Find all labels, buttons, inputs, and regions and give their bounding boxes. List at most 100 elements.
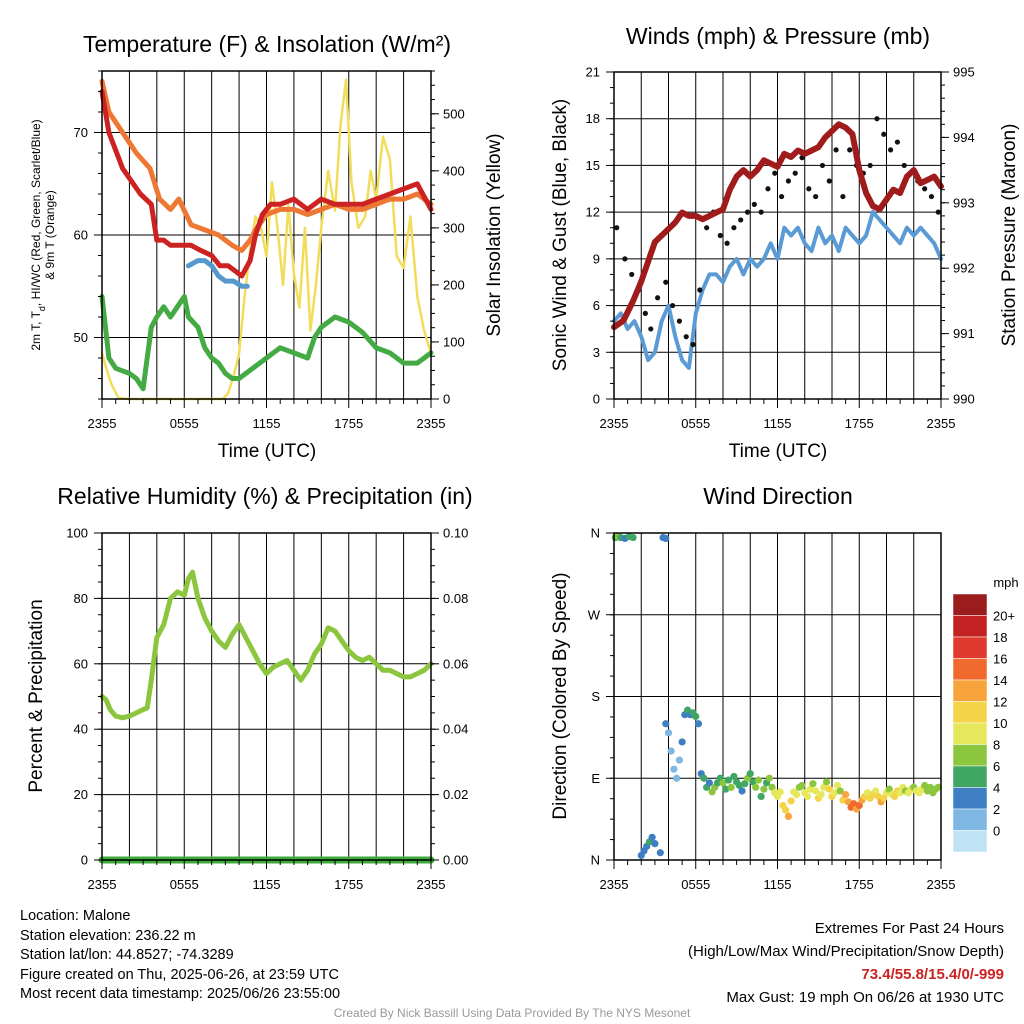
extremes-info: Extremes For Past 24 Hours (High/Low/Max… — [688, 917, 1004, 1009]
rh-grid — [102, 533, 431, 860]
wdir-point — [656, 849, 664, 857]
colorbar-label: 4 — [993, 781, 1000, 796]
winds-gust-point — [778, 193, 785, 200]
wdir-title: Wind Direction — [703, 483, 853, 509]
wdir-point — [934, 783, 942, 791]
winds-xtick-label: 2355 — [927, 416, 956, 431]
wdir-point — [822, 778, 831, 786]
winds-gust-point — [629, 271, 635, 278]
wdir-point — [787, 797, 795, 805]
wdir-point — [629, 533, 637, 542]
winds-gust-point — [928, 193, 935, 200]
wdir-point — [664, 729, 673, 737]
winds-gust-point — [935, 209, 941, 215]
rh-ytick-label: 40 — [74, 722, 88, 737]
colorbar-swatch — [952, 830, 988, 853]
winds-gust-point — [840, 193, 846, 200]
wdir-point — [812, 787, 820, 795]
winds-ylabel-right: Station Pressure (Maroon) — [999, 124, 1020, 347]
temp-right-ytick-label: 400 — [443, 163, 465, 178]
colorbar: 20+ 18 16 14 12 10 8 6 4 2 0 — [952, 593, 1015, 853]
winds-gust-point — [642, 310, 648, 316]
wdir-point — [670, 765, 678, 773]
recent-text: Most recent data timestamp: 2025/06/26 2… — [20, 986, 341, 1002]
rh-ytick-label: 60 — [74, 656, 88, 671]
wdir-point — [792, 791, 801, 799]
credit-text: Created By Nick Bassill Using Data Provi… — [333, 1006, 691, 1020]
wdir-point — [817, 791, 825, 799]
winds-ytick-label: 21 — [586, 65, 600, 80]
winds-xlabel: Time (UTC) — [729, 441, 828, 462]
wdir-point — [776, 788, 784, 796]
winds-gust-point — [833, 147, 839, 153]
winds-gust-point — [724, 240, 730, 246]
wdir-point — [692, 712, 700, 721]
wdir-point — [754, 776, 763, 784]
wdir-point — [678, 738, 686, 746]
winds-right-ytick-label: 993 — [953, 195, 975, 210]
colorbar-swatch — [952, 722, 988, 745]
rh-xtick-label: 0555 — [170, 877, 199, 892]
winds-gust-point — [847, 147, 853, 153]
rh-xtick-label: 1755 — [334, 877, 363, 892]
extremes-title: Extremes For Past 24 Hours — [814, 920, 1004, 937]
colorbar-swatch — [952, 679, 988, 702]
wdir-point — [719, 779, 727, 787]
wdir-point — [694, 720, 703, 728]
winds-gust-point — [690, 341, 696, 348]
winds-gust-point — [887, 147, 894, 153]
wdir-point — [700, 774, 708, 782]
rh-right-ytick-label: 0.02 — [443, 787, 468, 802]
winds-ytick-label: 18 — [586, 111, 600, 126]
winds-xtick-label: 0555 — [681, 416, 710, 431]
winds-gust-point — [813, 193, 819, 200]
extremes-legend: (High/Low/Max Wind/Precipitation/Snow De… — [688, 943, 1004, 960]
wdir-point — [836, 787, 844, 795]
temp-grid — [102, 71, 431, 399]
colorbar-label: 8 — [993, 738, 1000, 753]
wdir-point — [662, 720, 670, 728]
rh-xtick-label: 2355 — [88, 877, 117, 892]
temp-panel: Temperature (F) & Insolation (W/m²) 2355… — [29, 31, 505, 462]
winds-right-ytick-label: 990 — [953, 392, 975, 407]
wdir-series — [611, 533, 942, 860]
winds-right-ytick-label: 991 — [953, 326, 975, 341]
temp-title: Temperature (F) & Insolation (W/m²) — [83, 31, 451, 57]
winds-gust-point — [648, 326, 654, 332]
rh-xtick-label: 2355 — [417, 877, 446, 892]
winds-gust-point — [867, 162, 873, 169]
temp-ticks: 2355 0555 1155 1755 2355 50 60 70 0 100 200 300 400 5… — [74, 70, 465, 431]
wdir-point — [855, 801, 863, 810]
wdir-ytick-label: N — [591, 526, 600, 541]
colorbar-swatch — [952, 701, 988, 724]
wdir-point — [825, 785, 833, 793]
rh-series-humidity — [99, 569, 434, 721]
wdir-point — [809, 780, 817, 788]
wdir-point — [872, 787, 880, 795]
winds-gust-point — [704, 225, 710, 231]
winds-ylabel-left: Sonic Wind & Gust (Blue, Black) — [550, 99, 571, 371]
winds-ticks: 2355 0555 1155 1755 235503691215182199099199… — [586, 65, 975, 432]
winds-gust-point — [744, 209, 751, 215]
wdir-point — [760, 785, 768, 793]
temp-ytick-label: 50 — [74, 330, 88, 345]
temp-xtick-label: 0555 — [170, 416, 199, 431]
wdir-point — [833, 781, 842, 790]
temp-series — [99, 78, 434, 401]
created-text: Figure created on Thu, 2025-06-26, at 23… — [20, 966, 339, 983]
rh-ytick-label: 100 — [66, 526, 88, 541]
wdir-xtick-label: 1155 — [764, 877, 792, 892]
wdir-point — [746, 770, 754, 778]
winds-gust-point — [765, 186, 771, 192]
rh-ytick-label: 80 — [74, 591, 88, 606]
wdir-point — [705, 779, 713, 787]
temp-right-ytick-label: 200 — [443, 277, 465, 292]
wdir-point — [730, 772, 738, 781]
winds-ytick-label: 0 — [593, 392, 600, 407]
temp-ylabel-left-1: 2m T, Td, HI/WC (Red, Green, Scarlet/Blu… — [29, 119, 47, 350]
winds-gust-point — [826, 178, 832, 184]
rh-ticks: 2355 0555 1155 1755 23550204060801000.000.02… — [66, 526, 468, 893]
colorbar-swatch — [952, 615, 988, 638]
wdir-point — [839, 796, 847, 804]
wdir-point — [784, 812, 793, 821]
